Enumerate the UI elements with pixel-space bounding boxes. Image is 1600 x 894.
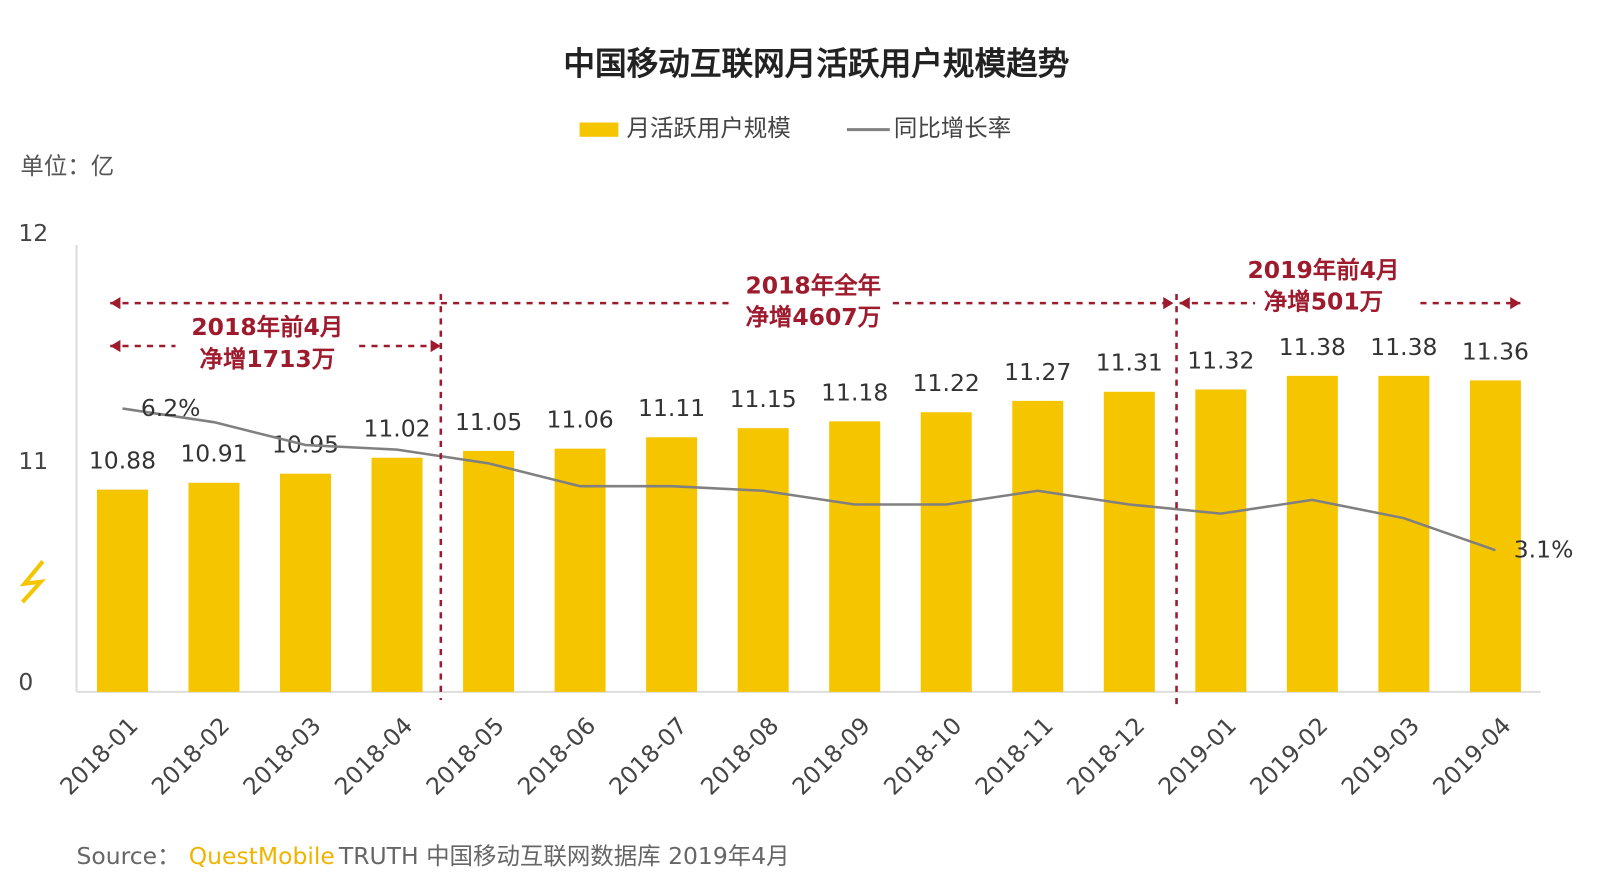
bar-value-label: 11.05 — [455, 408, 522, 436]
x-tick-label: 2019-02 — [1244, 712, 1333, 801]
bar-value-label: 11.15 — [730, 385, 797, 413]
line-value-label: 6.2% — [141, 394, 201, 422]
bar-value-label: 11.38 — [1370, 333, 1437, 361]
bar-value-label: 11.22 — [913, 369, 980, 397]
source-text: TRUTH 中国移动互联网数据库 2019年4月 — [338, 842, 790, 870]
source-label: Source： — [77, 842, 181, 870]
y-tick-label: 12 — [18, 219, 48, 247]
legend-swatch — [579, 122, 619, 137]
arrow-head — [430, 339, 441, 353]
bar — [1469, 380, 1521, 692]
x-tick-label: 2018-05 — [421, 712, 510, 801]
x-tick-label: 2019-03 — [1336, 712, 1425, 801]
bar-value-label: 11.27 — [1004, 358, 1071, 386]
bar-value-label: 11.36 — [1462, 337, 1529, 365]
source-brand: QuestMobile — [189, 842, 335, 870]
arrow-head — [1179, 297, 1190, 310]
x-tick-label: 2018-12 — [1061, 712, 1150, 801]
bar — [1012, 400, 1064, 692]
bar — [646, 437, 698, 692]
x-tick-label: 2019-04 — [1427, 712, 1516, 801]
annotation: 2018年全年 — [745, 271, 881, 299]
annotation: 净增501万 — [1264, 288, 1383, 316]
y-tick-label: 11 — [18, 447, 48, 475]
line-value-label: 3.1% — [1514, 536, 1574, 564]
unit-label: 单位：亿 — [20, 152, 114, 180]
annotation: 净增1713万 — [200, 345, 336, 373]
chart-title: 中国移动互联网月活跃用户规模趋势 — [563, 46, 1069, 82]
bar — [1195, 389, 1247, 692]
x-tick-label: 2018-07 — [604, 712, 693, 801]
growth-line — [122, 407, 1496, 552]
bar-value-label: 11.38 — [1279, 333, 1346, 361]
bar — [96, 489, 148, 692]
bar — [1286, 375, 1338, 692]
bar-value-label: 11.31 — [1096, 349, 1163, 377]
x-tick-label: 2018-04 — [329, 712, 418, 801]
annotation: 净增4607万 — [745, 303, 881, 331]
legend-label: 月活跃用户规模 — [627, 114, 791, 142]
x-tick-label: 2018-09 — [787, 712, 876, 801]
bar — [1103, 391, 1155, 692]
arrow-head — [1163, 297, 1174, 310]
arrow-head — [110, 339, 121, 353]
bar — [1378, 375, 1430, 692]
bar-value-label: 11.06 — [547, 406, 614, 434]
bar — [463, 450, 515, 692]
arrow-head — [1510, 297, 1521, 310]
x-tick-label: 2018-10 — [878, 712, 967, 801]
source: Source： QuestMobile TRUTH 中国移动互联网数据库 2019年… — [77, 842, 790, 870]
x-tick-label: 2018-06 — [512, 712, 601, 801]
bar — [829, 421, 881, 692]
legend-label: 同比增长率 — [894, 114, 1011, 142]
x-tick-label: 2019-01 — [1153, 712, 1242, 801]
annotation: 2019年前4月 — [1247, 256, 1399, 284]
bar-value-label: 11.11 — [638, 394, 705, 422]
x-tick-label: 2018-01 — [54, 712, 143, 801]
y-tick-label: 0 — [18, 668, 33, 696]
x-tick-label: 2018-11 — [970, 712, 1059, 801]
arrow-head — [110, 297, 121, 310]
bar — [920, 412, 972, 692]
bar-value-label: 11.18 — [821, 378, 888, 406]
bar — [280, 473, 332, 692]
bar-value-label: 10.88 — [89, 447, 156, 475]
x-tick-label: 2018-08 — [695, 712, 784, 801]
bar — [371, 457, 423, 692]
x-tick-label: 2018-02 — [146, 712, 235, 801]
annotation: 2018年前4月 — [191, 313, 343, 341]
bar-value-label: 11.32 — [1187, 346, 1254, 374]
axis-break — [19, 559, 46, 604]
bar — [554, 448, 606, 692]
x-tick-label: 2018-03 — [237, 712, 326, 801]
bar-value-label: 10.91 — [180, 440, 247, 468]
bar-value-label: 11.02 — [363, 415, 430, 443]
bar — [737, 428, 789, 692]
bar — [188, 482, 240, 692]
